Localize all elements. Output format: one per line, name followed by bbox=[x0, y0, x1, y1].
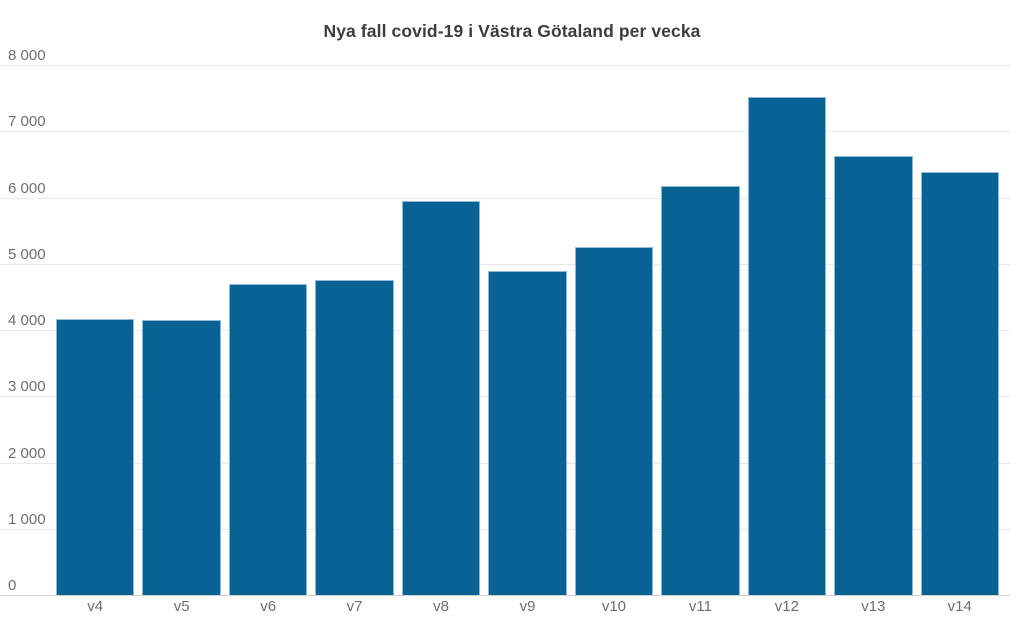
bar-v6 bbox=[228, 283, 308, 595]
bar-v8 bbox=[401, 201, 481, 595]
bar-v5 bbox=[142, 320, 221, 595]
gridline bbox=[0, 197, 1010, 199]
x-axis-label-v8: v8 bbox=[433, 598, 449, 615]
bar-v7 bbox=[315, 279, 394, 595]
x-axis-label-v7: v7 bbox=[346, 598, 363, 615]
x-axis-label-v6: v6 bbox=[260, 598, 277, 615]
x-axis-label-v12: v12 bbox=[774, 598, 799, 615]
bar-v10 bbox=[574, 247, 654, 595]
bar-v11 bbox=[661, 186, 740, 595]
bar-v9 bbox=[488, 271, 567, 595]
y-axis-tick-label: 6 000 bbox=[8, 179, 46, 197]
x-axis-label-v10: v10 bbox=[601, 598, 627, 615]
y-axis-tick-label: 5 000 bbox=[8, 245, 46, 263]
bar-v12 bbox=[747, 97, 827, 595]
x-axis-label-v4: v4 bbox=[87, 598, 104, 615]
x-axis-label-v11: v11 bbox=[688, 598, 712, 615]
x-axis-label-v9: v9 bbox=[519, 598, 536, 615]
y-axis-tick-label: 7 000 bbox=[8, 113, 46, 131]
gridline bbox=[0, 65, 1010, 66]
x-axis-label-v13: v13 bbox=[861, 598, 886, 615]
x-axis-label-v14: v14 bbox=[947, 598, 972, 615]
bar-series bbox=[56, 65, 999, 595]
bar-v14 bbox=[920, 172, 999, 595]
y-axis-tick-label: 1 000 bbox=[8, 510, 46, 528]
y-axis-tick-label: 0 bbox=[8, 577, 17, 594]
y-axis-tick-label: 2 000 bbox=[8, 444, 46, 462]
gridline bbox=[0, 595, 1010, 596]
gridline bbox=[0, 263, 1010, 265]
y-axis-tick-label: 3 000 bbox=[8, 378, 46, 396]
y-axis-tick-label: 8 000 bbox=[8, 47, 46, 64]
chart-title: Nya fall covid-19 i Västra Götaland per … bbox=[323, 21, 701, 41]
x-axis: v4 v5 v6 v7 v8 v9 v10 v11 v12 v13 v14 bbox=[56, 599, 999, 614]
gridline bbox=[0, 131, 1010, 133]
bar-v13 bbox=[834, 155, 913, 595]
y-axis-tick-label: 4 000 bbox=[8, 312, 46, 329]
x-axis-label-v5: v5 bbox=[173, 598, 190, 615]
bar-v4 bbox=[56, 319, 135, 595]
